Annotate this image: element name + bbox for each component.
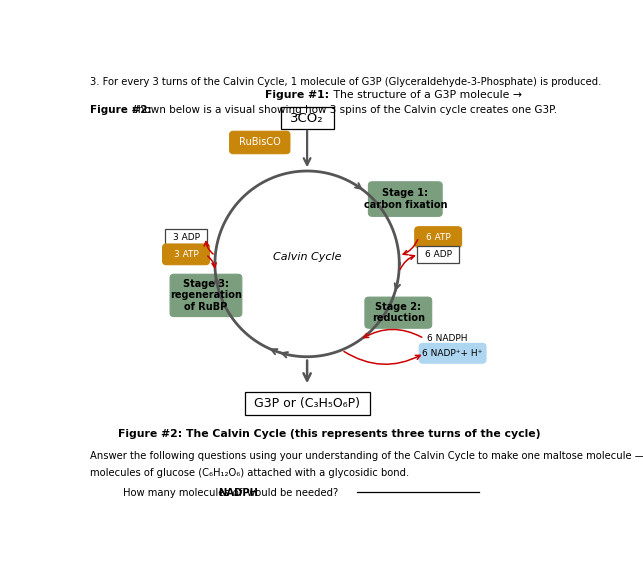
Text: 6 NADP⁺+ H⁺: 6 NADP⁺+ H⁺ [422, 349, 483, 358]
Text: Figure #2:: Figure #2: [90, 105, 152, 116]
Text: How many molecules of: How many molecules of [123, 488, 245, 498]
Text: molecules of glucose (C₆H₁₂O₆) attached with a glycosidic bond.: molecules of glucose (C₆H₁₂O₆) attached … [90, 468, 410, 478]
FancyBboxPatch shape [368, 182, 442, 217]
FancyBboxPatch shape [163, 244, 210, 265]
FancyBboxPatch shape [365, 297, 431, 328]
Text: 6 NADPH: 6 NADPH [427, 334, 467, 343]
Text: 3. For every 3 turns of the Calvin Cycle, 1 molecule of G3P (Glyceraldehyde-3-Ph: 3. For every 3 turns of the Calvin Cycle… [90, 77, 602, 88]
Text: Answer the following questions using your understanding of the Calvin Cycle to m: Answer the following questions using you… [90, 451, 643, 461]
Text: Figure #1:: Figure #1: [266, 90, 330, 100]
FancyBboxPatch shape [281, 108, 334, 129]
Text: shown below is a visual showing how 3 spins of the Calvin cycle creates one G3P.: shown below is a visual showing how 3 sp… [129, 105, 557, 116]
Text: 3 ADP: 3 ADP [172, 233, 199, 242]
FancyBboxPatch shape [230, 131, 290, 154]
FancyBboxPatch shape [417, 246, 459, 263]
Text: Stage 2:
reduction: Stage 2: reduction [372, 302, 425, 324]
Text: 6 ATP: 6 ATP [426, 233, 451, 242]
Text: 3 ATP: 3 ATP [174, 250, 199, 259]
Text: would be needed?: would be needed? [244, 488, 339, 498]
Text: NADPH: NADPH [219, 488, 258, 498]
Text: Calvin Cycle: Calvin Cycle [273, 252, 341, 263]
FancyBboxPatch shape [244, 392, 370, 415]
Text: Stage 3:
regeneration
of RuBP: Stage 3: regeneration of RuBP [170, 279, 242, 312]
Text: Figure #2: The Calvin Cycle (this represents three turns of the cycle): Figure #2: The Calvin Cycle (this repres… [118, 429, 541, 439]
Text: RuBisCO: RuBisCO [239, 137, 280, 148]
Text: Stage 1:
carbon fixation: Stage 1: carbon fixation [363, 188, 447, 210]
Text: G3P or (C₃H₅O₆P): G3P or (C₃H₅O₆P) [254, 397, 360, 410]
FancyBboxPatch shape [165, 229, 207, 245]
FancyBboxPatch shape [170, 274, 242, 316]
FancyBboxPatch shape [415, 227, 462, 247]
Text: The structure of a G3P molecule →: The structure of a G3P molecule → [330, 90, 521, 100]
Text: 3CO₂: 3CO₂ [290, 112, 324, 125]
FancyBboxPatch shape [419, 343, 486, 363]
Text: 6 ADP: 6 ADP [424, 250, 451, 259]
